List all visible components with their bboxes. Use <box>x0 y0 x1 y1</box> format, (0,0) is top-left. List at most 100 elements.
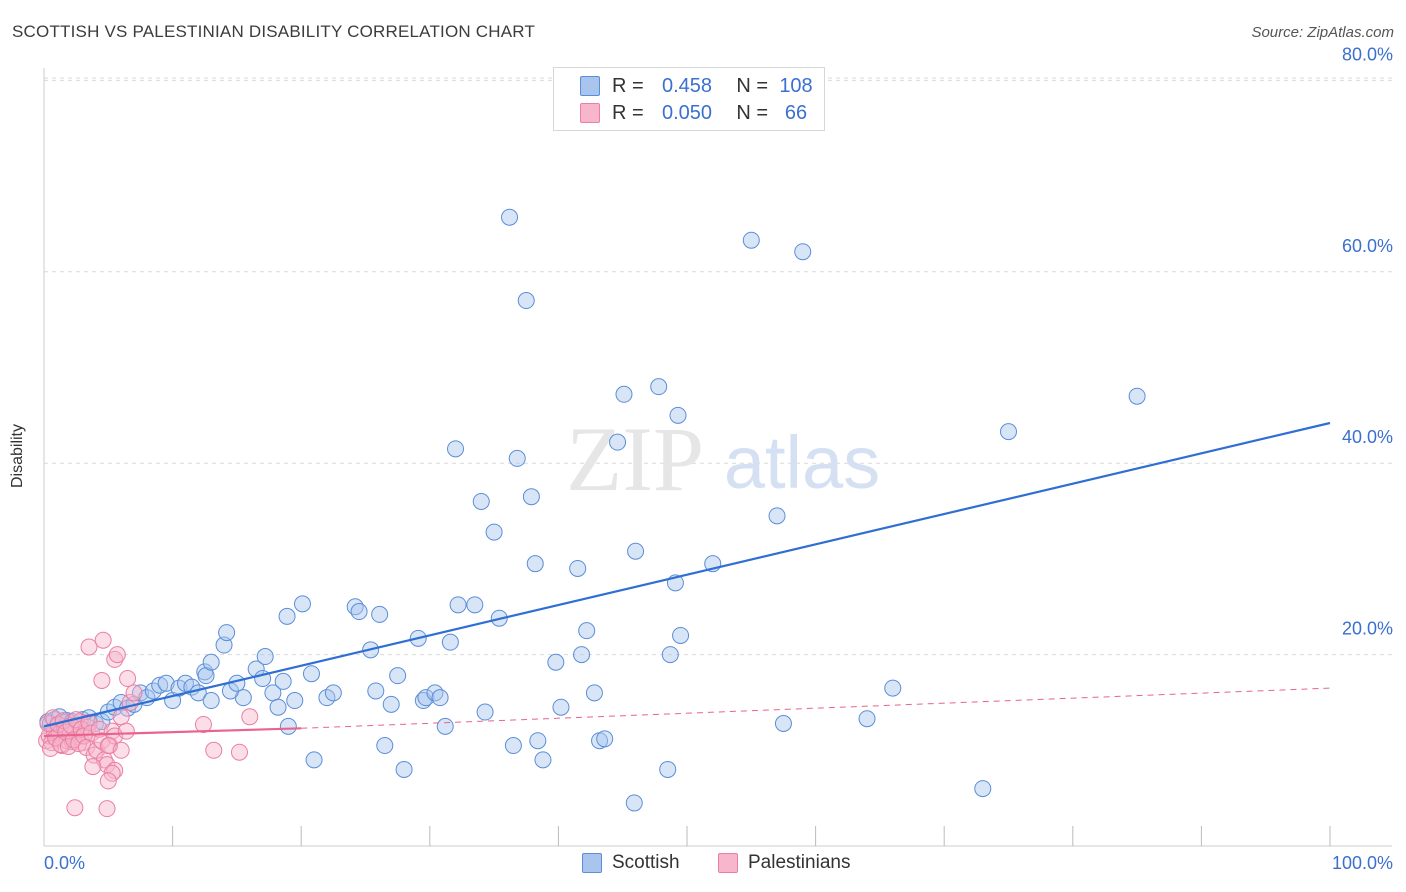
bottom-legend-scottish: Scottish <box>582 852 680 874</box>
palestinian-point <box>99 772 117 790</box>
scottish-point <box>279 717 297 735</box>
legend: R = 0.458 N = 108 R = 0.050 N = 66 <box>553 67 825 131</box>
legend-row-scottish: R = 0.458 N = 108 <box>580 73 816 99</box>
scottish-point <box>534 751 552 769</box>
palestinian-trend-line <box>43 727 302 738</box>
legend-r-value: 0.050 <box>661 101 713 124</box>
palestinian-point <box>93 671 111 689</box>
scottish-point <box>659 760 677 778</box>
legend-n-value: 108 <box>779 74 813 97</box>
scottish-point <box>202 653 220 671</box>
source-label: Source: ZipAtlas.com <box>1251 24 1394 41</box>
scottish-point <box>627 542 645 560</box>
x-tick-label-max: 100.0% <box>1332 853 1393 873</box>
bottom-legend-swatch-scottish <box>582 853 602 873</box>
x-tick-label-min: 0.0% <box>44 853 85 873</box>
scottish-point <box>569 559 587 577</box>
scottish-point <box>547 653 565 671</box>
scottish-point <box>417 689 435 707</box>
scottish-point <box>573 646 591 664</box>
scottish-point <box>609 433 627 451</box>
palestinian-point <box>112 741 130 759</box>
legend-r-label: R = <box>612 74 644 97</box>
scottish-point <box>218 624 236 642</box>
scottish-point <box>529 732 547 750</box>
scottish-point <box>157 674 175 692</box>
scottish-point <box>625 794 643 812</box>
scottish-point <box>742 231 760 249</box>
scottish-point <box>884 679 902 697</box>
legend-r-label: R = <box>612 101 644 124</box>
palestinian-point <box>117 722 135 740</box>
scottish-point <box>302 665 320 683</box>
palestinian-point <box>230 743 248 761</box>
palestinian-trend-extension <box>301 687 1331 729</box>
palestinian-point <box>66 799 84 817</box>
scottish-point <box>578 622 596 640</box>
scottish-point <box>447 440 465 458</box>
palestinian-point <box>106 761 124 779</box>
scottish-point <box>376 737 394 755</box>
scottish-point <box>441 633 459 651</box>
scottish-point <box>382 695 400 713</box>
scottish-point <box>672 626 690 644</box>
scottish-point <box>526 555 544 573</box>
tick-labels: 20.0% 40.0% 60.0% 80.0% 0.0% 100.0% <box>44 44 1393 873</box>
scottish-point <box>144 682 162 700</box>
palestinian-point <box>94 631 112 649</box>
bottom-legend-label-palestinians: Palestinians <box>748 852 851 873</box>
scottish-point <box>501 208 519 226</box>
scottish-point <box>768 507 786 525</box>
scottish-point <box>215 636 233 654</box>
scottish-point <box>367 682 385 700</box>
palestinian-point <box>41 739 59 757</box>
scottish-point <box>504 737 522 755</box>
bottom-legend-swatch-palestinians <box>718 853 738 873</box>
scottish-trend-line <box>43 421 1331 728</box>
palestinian-point <box>119 670 137 688</box>
palestinian-points <box>38 631 259 818</box>
scottish-point <box>508 449 526 467</box>
palestinian-point <box>205 741 223 759</box>
bottom-legend-label-scottish: Scottish <box>612 852 680 873</box>
palestinian-point <box>112 708 130 726</box>
scottish-point <box>197 667 215 685</box>
y-tick-label: 40.0% <box>1342 427 1393 447</box>
scottish-point <box>517 292 535 310</box>
scottish-point <box>278 607 296 625</box>
y-tick-label: 80.0% <box>1342 44 1393 64</box>
scottish-point <box>269 698 287 716</box>
scottish-point <box>449 596 467 614</box>
scottish-point <box>650 378 668 396</box>
scottish-point <box>472 492 490 510</box>
scottish-point <box>371 605 389 623</box>
scottish-point <box>274 672 292 690</box>
palestinian-point <box>98 800 116 818</box>
legend-swatch-scottish <box>580 76 600 96</box>
scottish-point <box>395 760 413 778</box>
scottish-point <box>1128 387 1146 405</box>
scottish-point <box>293 595 311 613</box>
chart-title: SCOTTISH VS PALESTINIAN DISABILITY CORRE… <box>12 22 536 41</box>
scottish-point <box>436 717 454 735</box>
scottish-point <box>286 692 304 710</box>
palestinian-point <box>80 638 98 656</box>
trend-lines <box>43 421 1331 738</box>
palestinian-point <box>241 708 259 726</box>
scottish-point <box>858 710 876 728</box>
scottish-point <box>324 684 342 702</box>
palestinian-point <box>125 684 143 702</box>
scottish-point <box>305 751 323 769</box>
watermark-zip: ZIP <box>566 408 704 510</box>
scottish-point <box>522 488 540 506</box>
scottish-point <box>669 406 687 424</box>
scottish-point <box>350 603 368 621</box>
palestinian-point <box>108 646 126 664</box>
scottish-point <box>485 523 503 541</box>
palestinian-point <box>99 737 117 755</box>
y-tick-label: 60.0% <box>1342 236 1393 256</box>
scottish-point <box>426 684 444 702</box>
scottish-point <box>202 692 220 710</box>
y-tick-label: 20.0% <box>1342 619 1393 639</box>
